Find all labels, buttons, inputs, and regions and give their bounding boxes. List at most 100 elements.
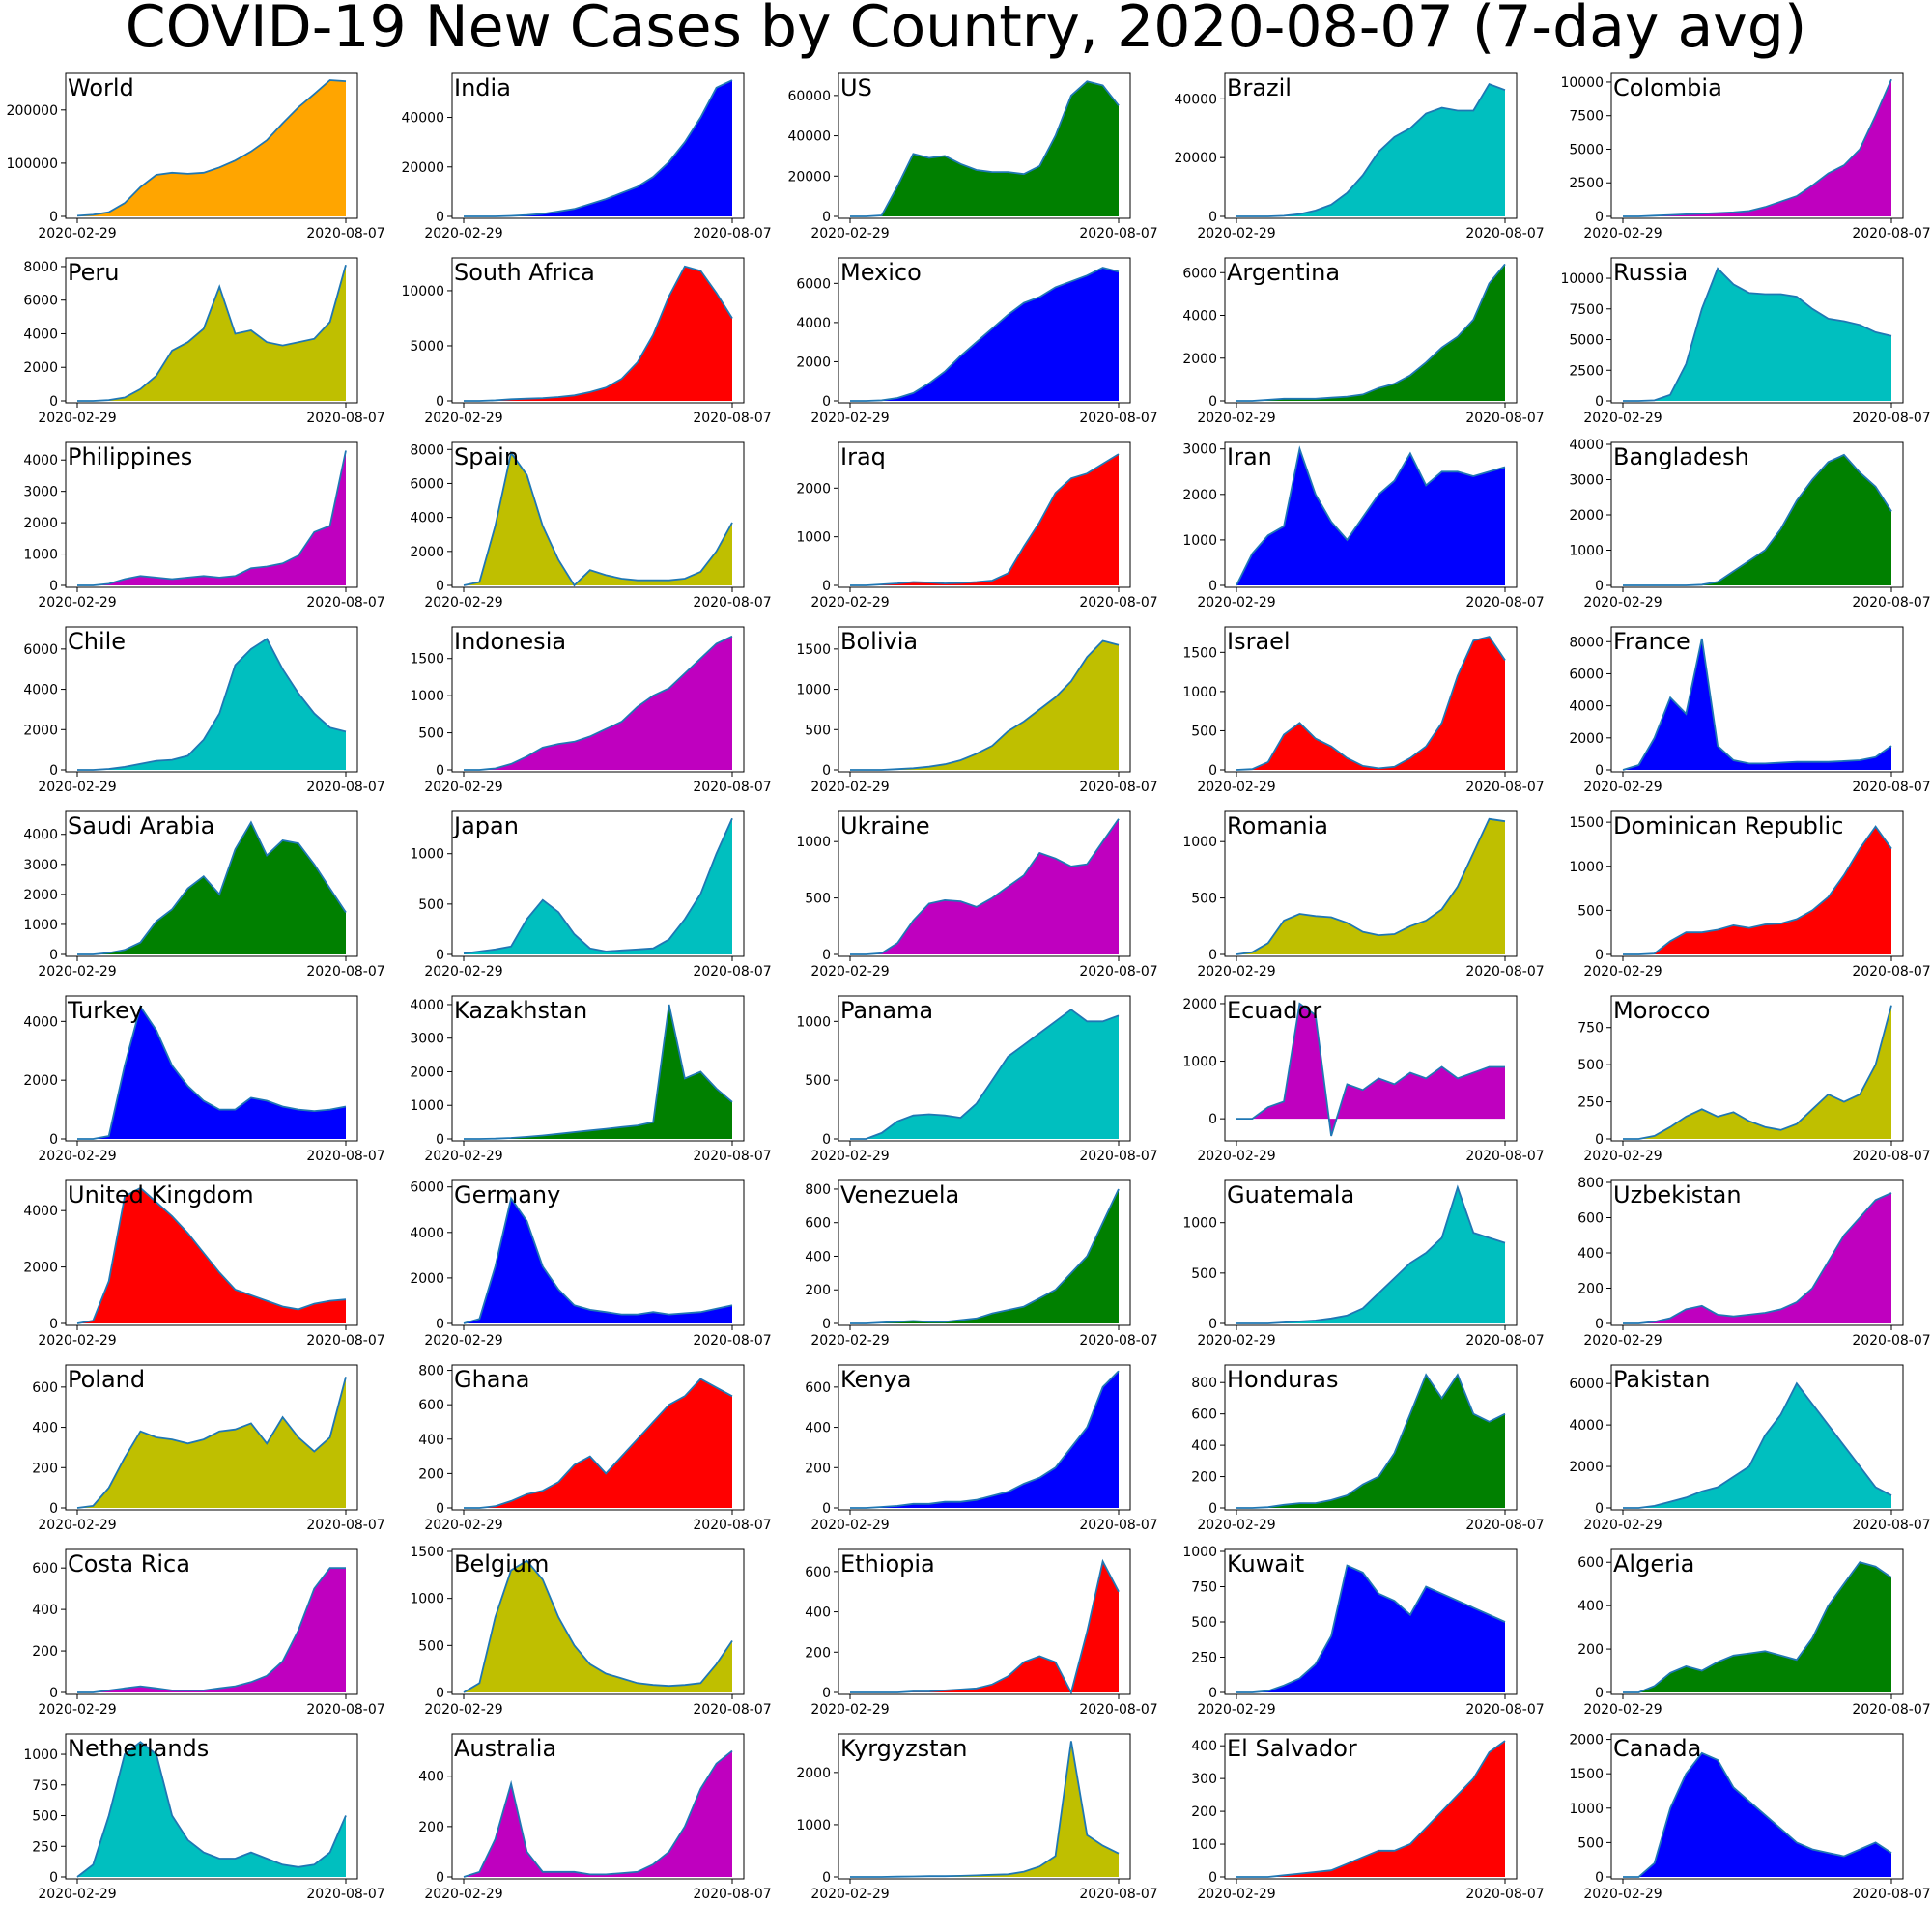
xtick-label-ethiopia: 2020-02-29 (810, 1702, 889, 1718)
ytick-label-canada: 500 (1577, 1835, 1604, 1851)
ytick-label-brazil: 40000 (1174, 92, 1217, 107)
xtick-label-bolivia: 2020-02-29 (810, 780, 889, 795)
panel-peru: 0 2000 4000 6000 8000 2020-02-29 2020-08-07 Per… (23, 257, 385, 426)
line-ecuador (1236, 1002, 1505, 1137)
panel-ecuador: 0 1000 2000 2020-02-29 2020-08-07 Ecuador (1182, 995, 1545, 1164)
frame-kyrgyzstan (838, 1733, 1131, 1880)
frame-turkey (65, 995, 358, 1142)
line-peru (77, 264, 347, 402)
ytick-label-dominican-republic: 0 (1595, 948, 1604, 963)
line-belgium (463, 1559, 733, 1693)
ytick-label-indonesia: 1000 (410, 689, 444, 704)
area-honduras (1236, 1375, 1505, 1508)
xtick-label-ecuador: 2020-02-29 (1197, 1149, 1275, 1164)
xtick-label-kyrgyzstan: 2020-02-29 (810, 1887, 889, 1902)
xtick-label-australia: 2020-08-07 (693, 1887, 771, 1902)
xtick-label-mexico: 2020-08-07 (1079, 411, 1157, 426)
line-chile (77, 638, 347, 771)
ytick-label-canada: 1000 (1569, 1802, 1604, 1817)
panel-ukraine: 0 500 1000 2020-02-29 2020-08-07 Ukraine (796, 810, 1158, 980)
ytick-label-venezuela: 400 (805, 1249, 831, 1264)
country-label-united-kingdom: United Kingdom (68, 1181, 254, 1208)
country-label-spain: Spain (454, 443, 519, 470)
ytick-label-morocco: 250 (1577, 1095, 1604, 1111)
ytick-label-belgium: 1500 (410, 1545, 444, 1560)
ytick-label-mexico: 2000 (796, 355, 831, 370)
country-label-poland: Poland (68, 1366, 145, 1393)
xtick-label-bangladesh: 2020-02-29 (1583, 595, 1662, 611)
ytick-label-japan: 500 (418, 897, 444, 913)
ytick-label-dominican-republic: 1500 (1569, 815, 1604, 831)
country-label-colombia: Colombia (1613, 74, 1722, 101)
xtick-label-ghana: 2020-02-29 (424, 1518, 502, 1533)
ytick-label-kyrgyzstan: 1000 (796, 1818, 831, 1833)
area-ethiopia (850, 1561, 1119, 1692)
ytick-label-ethiopia: 200 (805, 1645, 831, 1661)
country-label-panama: Panama (840, 997, 933, 1024)
ytick-label-ghana: 800 (418, 1364, 444, 1379)
panel-indonesia: 0 500 1000 1500 2020-02-29 2020-08-07 Indonesi… (410, 626, 772, 795)
country-label-kuwait: Kuwait (1227, 1550, 1304, 1577)
ytick-label-ecuador: 2000 (1182, 997, 1217, 1012)
xtick-label-philippines: 2020-02-29 (38, 595, 116, 611)
panel-kenya: 0 200 400 600 2020-02-29 2020-08-07 Kenya (805, 1364, 1158, 1533)
ytick-label-japan: 0 (436, 948, 444, 963)
xtick-label-pakistan: 2020-08-07 (1852, 1518, 1930, 1533)
line-united-kingdom (76, 1186, 347, 1324)
country-label-south-africa: South Africa (454, 259, 595, 286)
area-venezuela (850, 1189, 1119, 1323)
country-label-japan: Japan (452, 812, 519, 839)
ytick-label-philippines: 0 (49, 579, 58, 594)
ytick-label-canada: 0 (1595, 1870, 1604, 1886)
country-label-france: France (1613, 628, 1690, 655)
area-argentina (1236, 264, 1505, 401)
line-poland (76, 1377, 347, 1509)
panel-panama: 0 500 1000 2020-02-29 2020-08-07 Panama (796, 995, 1158, 1164)
xtick-label-turkey: 2020-08-07 (306, 1149, 384, 1164)
country-label-uzbekistan: Uzbekistan (1613, 1181, 1742, 1208)
country-label-pakistan: Pakistan (1613, 1366, 1711, 1393)
xtick-label-poland: 2020-02-29 (38, 1518, 116, 1533)
ytick-label-france: 2000 (1569, 731, 1604, 747)
ytick-label-spain: 6000 (410, 476, 444, 492)
ytick-label-iran: 0 (1208, 579, 1217, 594)
line-kazakhstan (464, 1004, 733, 1140)
ytick-label-venezuela: 600 (805, 1216, 831, 1232)
area-algeria (1623, 1562, 1891, 1692)
ytick-label-russia: 7500 (1569, 302, 1604, 318)
panel-chile: 0 2000 4000 6000 2020-02-29 2020-08-07 Chile (23, 626, 385, 795)
xtick-label-romania: 2020-02-29 (1197, 964, 1275, 980)
line-romania (1236, 817, 1506, 955)
ytick-label-el-salvador: 300 (1191, 1772, 1217, 1787)
xtick-label-netherlands: 2020-08-07 (306, 1887, 384, 1902)
xtick-label-ethiopia: 2020-08-07 (1079, 1702, 1157, 1718)
line-dominican-republic (1623, 825, 1892, 955)
ytick-label-bolivia: 1000 (796, 683, 831, 698)
line-canada (1623, 1751, 1892, 1878)
ytick-label-iraq: 1000 (796, 530, 831, 546)
xtick-label-belgium: 2020-02-29 (424, 1702, 502, 1718)
ytick-label-netherlands: 0 (49, 1870, 58, 1886)
ytick-label-belgium: 1000 (410, 1592, 444, 1607)
ytick-label-kyrgyzstan: 2000 (796, 1766, 831, 1781)
frame-guatemala (1224, 1179, 1518, 1326)
xtick-label-world: 2020-08-07 (306, 226, 384, 242)
line-morocco (1623, 1005, 1892, 1140)
ytick-label-pakistan: 6000 (1569, 1377, 1604, 1392)
area-russia (1623, 268, 1891, 401)
ytick-label-united-kingdom: 4000 (23, 1204, 58, 1219)
ytick-label-kazakhstan: 0 (436, 1132, 444, 1148)
ytick-label-united-kingdom: 0 (49, 1317, 58, 1332)
country-label-russia: Russia (1613, 259, 1688, 286)
frame-united-kingdom (65, 1179, 358, 1326)
ytick-label-germany: 2000 (410, 1271, 444, 1287)
ytick-label-argentina: 4000 (1182, 309, 1217, 325)
ytick-label-kazakhstan: 3000 (410, 1032, 444, 1047)
ytick-label-saudi-arabia: 1000 (23, 918, 58, 933)
ytick-label-algeria: 400 (1577, 1599, 1604, 1614)
ytick-label-south-africa: 10000 (401, 284, 444, 299)
area-netherlands (77, 1742, 346, 1877)
frame-algeria (1610, 1548, 1904, 1695)
ytick-label-saudi-arabia: 2000 (23, 888, 58, 903)
ytick-label-spain: 4000 (410, 511, 444, 526)
